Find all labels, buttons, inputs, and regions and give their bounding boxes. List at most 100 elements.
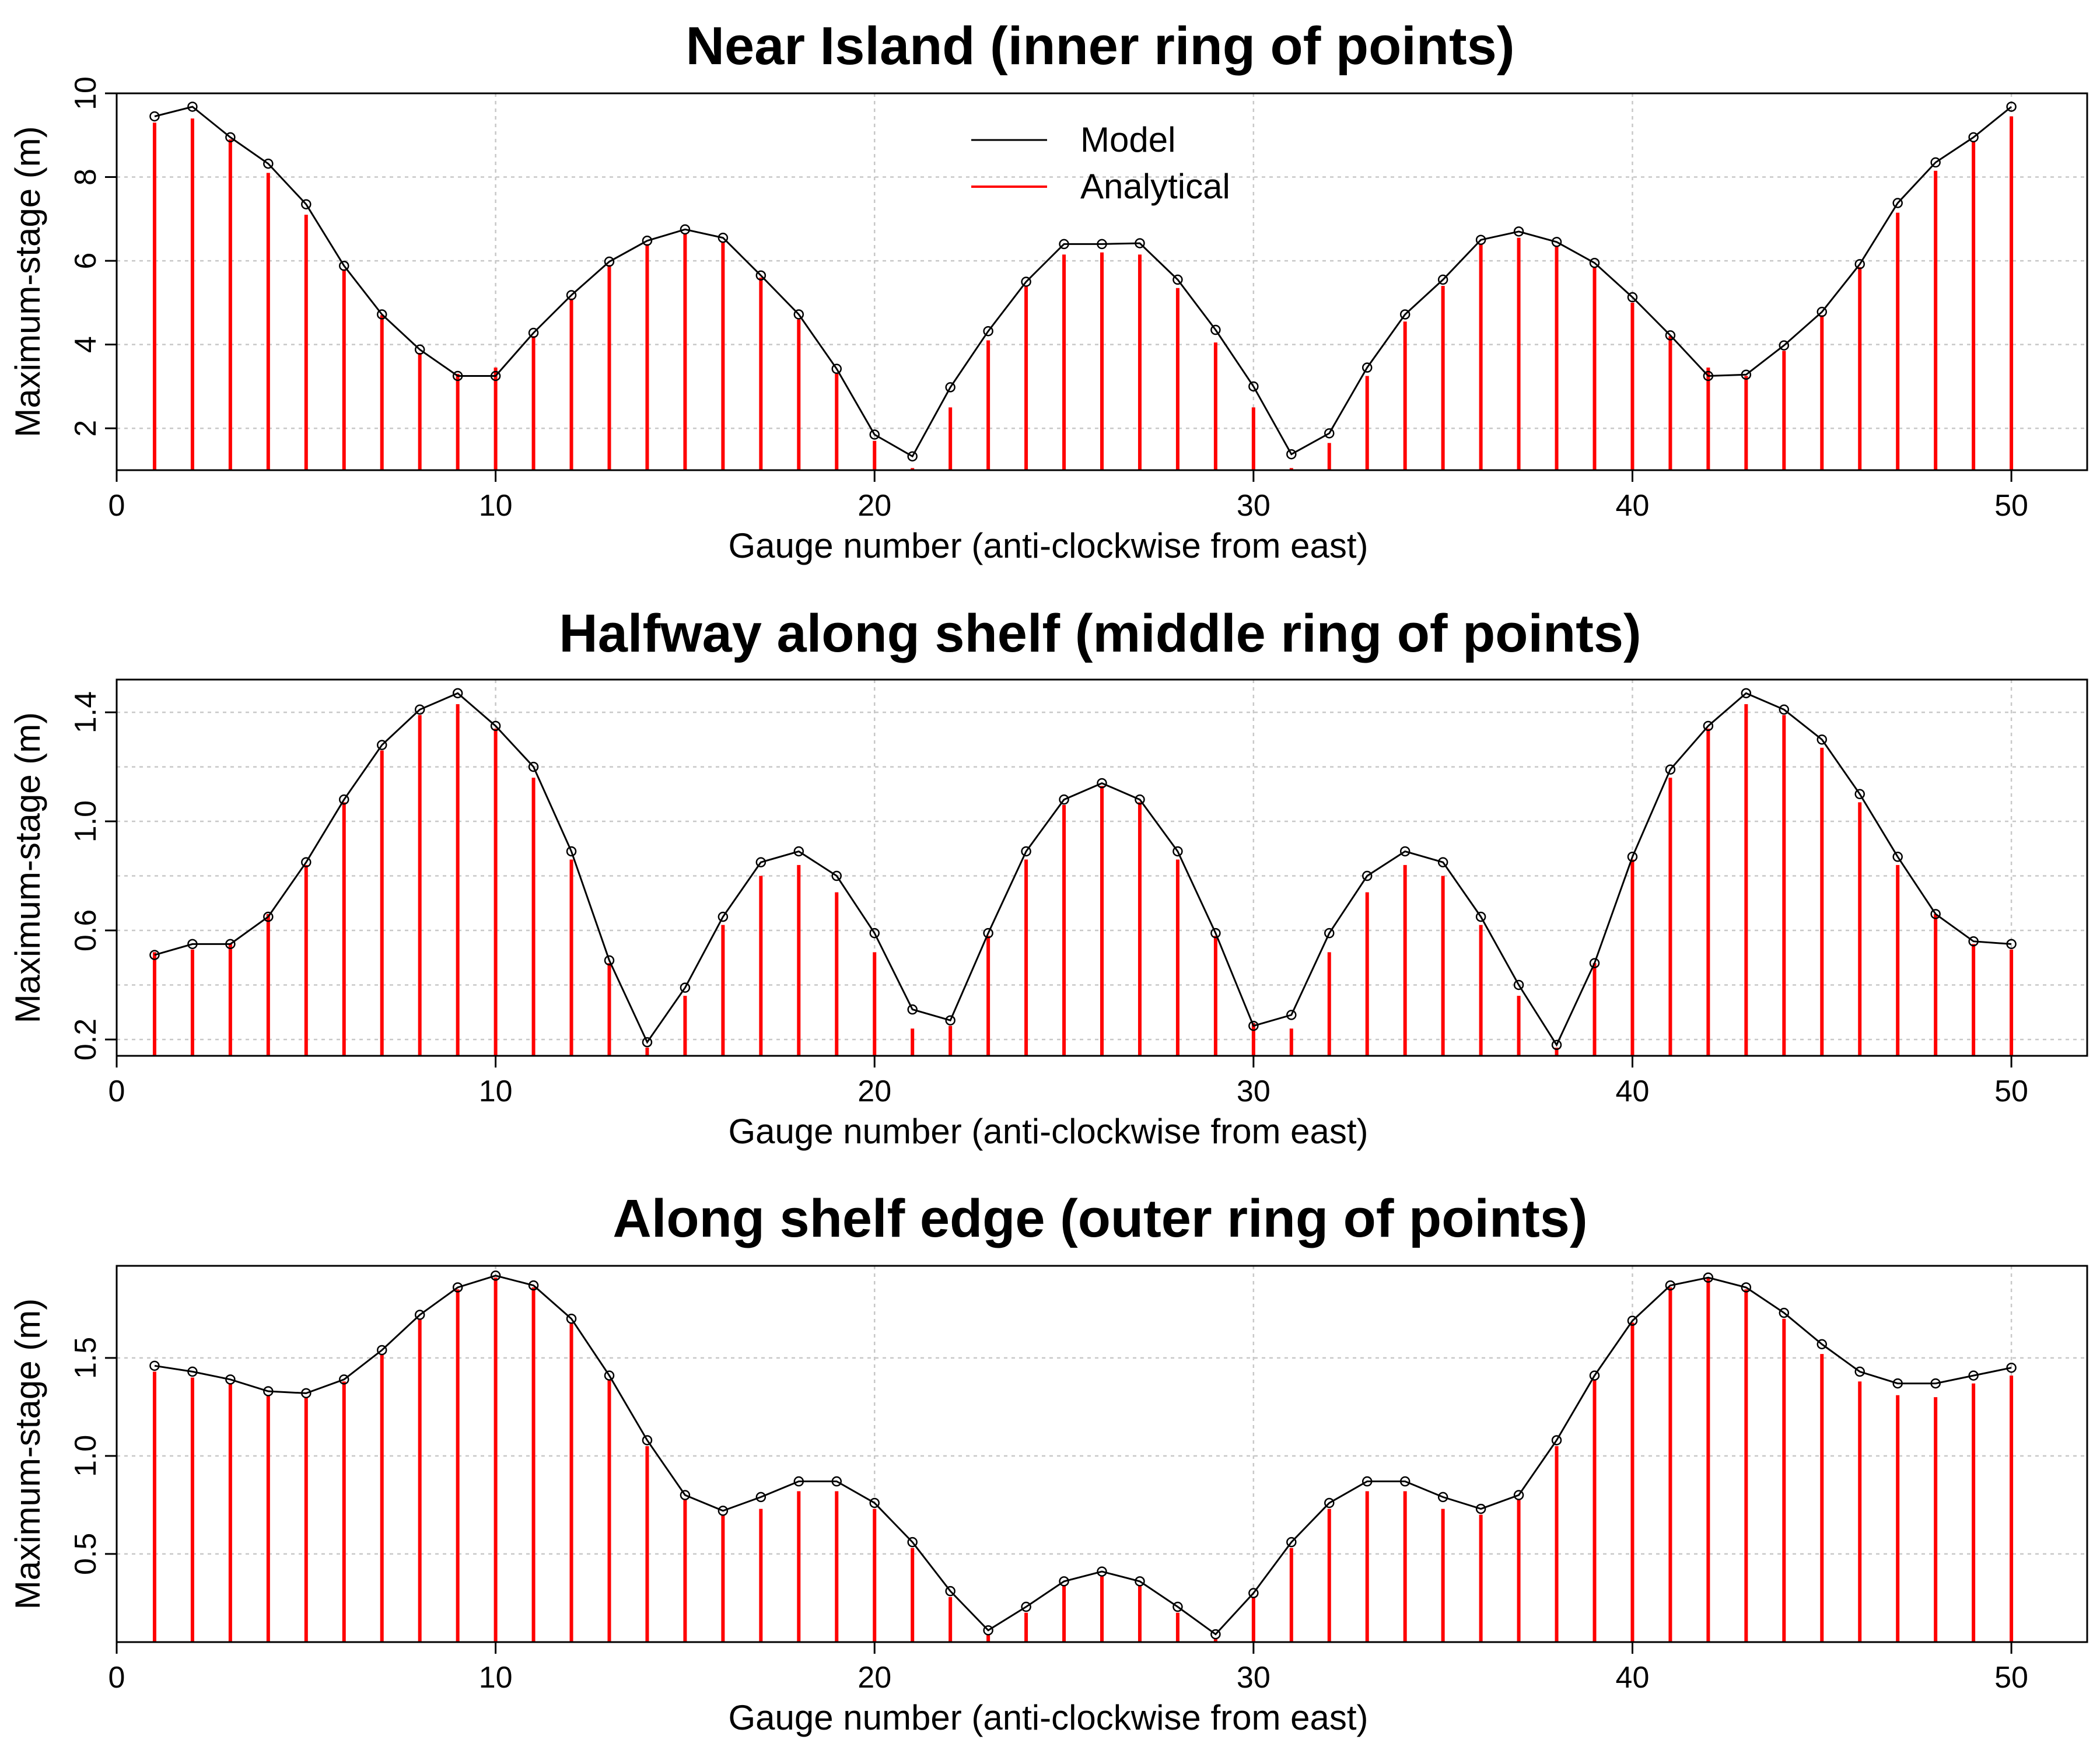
model-point bbox=[755, 270, 766, 281]
model-point bbox=[1741, 688, 1752, 699]
x-tick-label: 0 bbox=[108, 489, 125, 523]
model-point bbox=[1513, 1490, 1524, 1500]
model-point bbox=[1741, 1282, 1752, 1293]
model-point bbox=[1324, 1497, 1335, 1508]
model-point bbox=[414, 704, 425, 715]
y-tick-label: 1.0 bbox=[69, 800, 103, 842]
model-point bbox=[490, 720, 501, 732]
y-tick-label: 4 bbox=[69, 336, 103, 353]
model-point bbox=[301, 857, 312, 867]
model-point bbox=[642, 235, 653, 246]
y-tick-label: 2 bbox=[69, 420, 103, 437]
x-tick-label: 40 bbox=[1616, 1661, 1650, 1695]
chart-panel-halfway-shelf: Halfway along shelf (middle ring of poin… bbox=[8, 604, 2088, 1151]
model-point bbox=[1362, 362, 1373, 373]
model-point bbox=[1589, 257, 1600, 268]
model-point bbox=[490, 370, 501, 382]
x-axis-label: Gauge number (anti-clockwise from east) bbox=[728, 526, 1368, 565]
model-point bbox=[1437, 857, 1448, 867]
model-point bbox=[225, 1374, 236, 1385]
model-point bbox=[1930, 157, 1941, 168]
model-point bbox=[1741, 369, 1752, 380]
model-point bbox=[1172, 1601, 1183, 1612]
x-tick-label: 30 bbox=[1237, 1074, 1270, 1108]
model-point bbox=[945, 382, 956, 393]
model-line bbox=[154, 106, 2013, 458]
model-point bbox=[1817, 1339, 1828, 1350]
model-point bbox=[1286, 449, 1297, 460]
model-point bbox=[301, 199, 312, 209]
model-point bbox=[831, 363, 842, 374]
model-point bbox=[1135, 1576, 1145, 1587]
model-point bbox=[376, 309, 387, 320]
model-point bbox=[187, 102, 198, 112]
model-point bbox=[755, 1492, 766, 1503]
model-point bbox=[1437, 1492, 1448, 1503]
chart-title: Near Island (inner ring of points) bbox=[686, 16, 1515, 76]
model-point bbox=[642, 1037, 653, 1048]
y-tick-label: 1.0 bbox=[69, 1435, 103, 1477]
x-tick-label: 10 bbox=[479, 1074, 513, 1108]
model-point bbox=[604, 256, 615, 267]
model-point bbox=[1703, 720, 1714, 732]
chart-panel-shelf-edge: Along shelf edge (outer ring of points) 0… bbox=[8, 1189, 2088, 1737]
model-point bbox=[1513, 979, 1524, 991]
model-point bbox=[263, 1386, 274, 1396]
model-point bbox=[1854, 789, 1865, 800]
model-line bbox=[154, 692, 2012, 1047]
model-point bbox=[1703, 1272, 1714, 1283]
model-point bbox=[1817, 734, 1828, 745]
model-point bbox=[528, 761, 539, 772]
model-line bbox=[154, 1275, 2012, 1636]
model-point bbox=[263, 911, 274, 922]
model-point bbox=[831, 1476, 842, 1487]
x-tick-label: 10 bbox=[479, 489, 513, 523]
model-point bbox=[1854, 259, 1865, 270]
model-point bbox=[718, 1506, 729, 1516]
model-point bbox=[793, 846, 804, 857]
model-point bbox=[945, 1015, 956, 1026]
model-point bbox=[604, 1370, 615, 1381]
model-point bbox=[149, 111, 160, 122]
model-point bbox=[1210, 928, 1221, 939]
x-tick-label: 30 bbox=[1237, 489, 1270, 523]
model-point bbox=[1135, 794, 1145, 805]
model-point bbox=[452, 688, 463, 699]
model-point bbox=[1324, 928, 1335, 939]
model-point bbox=[1817, 306, 1828, 317]
model-point bbox=[1551, 1435, 1562, 1446]
model-point bbox=[566, 1313, 577, 1324]
x-axis-label: Gauge number (anti-clockwise from east) bbox=[728, 1112, 1368, 1151]
model-point bbox=[907, 1004, 918, 1015]
model-point bbox=[339, 1374, 349, 1385]
model-point bbox=[1892, 198, 1903, 208]
model-point bbox=[831, 870, 842, 881]
model-point bbox=[1248, 1020, 1259, 1031]
model-point bbox=[1324, 428, 1335, 439]
model-point bbox=[1930, 1378, 1941, 1389]
model-point bbox=[1779, 704, 1790, 715]
model-point bbox=[452, 370, 463, 382]
model-point bbox=[149, 1360, 160, 1371]
y-tick-label: 1.5 bbox=[69, 1337, 103, 1379]
model-point bbox=[1703, 370, 1714, 382]
model-point bbox=[1892, 1378, 1903, 1389]
y-tick-label: 6 bbox=[69, 253, 103, 270]
x-tick-label: 50 bbox=[1994, 1661, 2028, 1695]
model-point bbox=[225, 132, 236, 143]
model-point bbox=[1627, 1315, 1638, 1326]
plot-frame bbox=[116, 92, 2088, 471]
model-point bbox=[1399, 309, 1410, 320]
model-point bbox=[566, 290, 577, 300]
model-point bbox=[1210, 324, 1221, 335]
model-point bbox=[604, 955, 615, 966]
model-point bbox=[490, 1270, 501, 1281]
model-point bbox=[1059, 794, 1069, 805]
y-tick-label: 1.4 bbox=[69, 691, 103, 733]
model-point bbox=[642, 1435, 653, 1446]
y-axis-label: Maximum-stage (m) bbox=[8, 1298, 47, 1609]
model-point bbox=[1135, 238, 1145, 249]
model-point bbox=[1286, 1536, 1297, 1548]
model-point bbox=[1362, 870, 1373, 881]
